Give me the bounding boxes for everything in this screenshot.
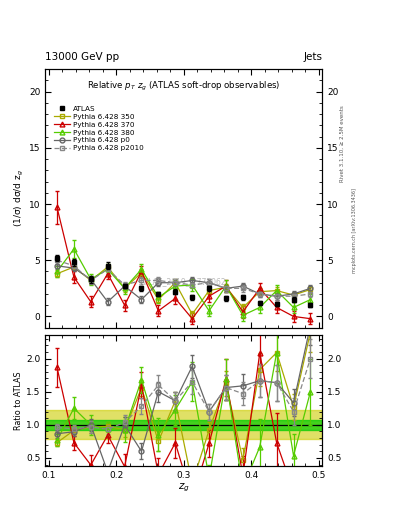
Text: mcplots.cern.ch [arXiv:1306.3436]: mcplots.cern.ch [arXiv:1306.3436] xyxy=(352,188,357,273)
Text: ATLAS_2019_I1772062: ATLAS_2019_I1772062 xyxy=(140,276,227,286)
Text: Rivet 3.1.10, ≥ 2.5M events: Rivet 3.1.10, ≥ 2.5M events xyxy=(340,105,345,182)
X-axis label: $z_{g}$: $z_{g}$ xyxy=(178,481,190,494)
Text: 13000 GeV pp: 13000 GeV pp xyxy=(45,52,119,62)
Y-axis label: Ratio to ATLAS: Ratio to ATLAS xyxy=(14,371,23,430)
Text: Relative $p_{T}$ $z_{g}$ (ATLAS soft-drop observables): Relative $p_{T}$ $z_{g}$ (ATLAS soft-dro… xyxy=(87,79,281,93)
Y-axis label: (1/σ) dσ/d z$_{g}$: (1/σ) dσ/d z$_{g}$ xyxy=(13,169,26,227)
Text: Jets: Jets xyxy=(303,52,322,62)
Legend: ATLAS, Pythia 6.428 350, Pythia 6.428 370, Pythia 6.428 380, Pythia 6.428 p0, Py: ATLAS, Pythia 6.428 350, Pythia 6.428 37… xyxy=(51,104,145,154)
